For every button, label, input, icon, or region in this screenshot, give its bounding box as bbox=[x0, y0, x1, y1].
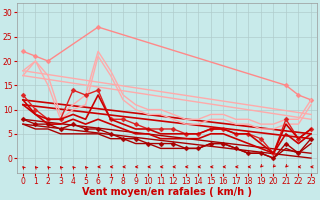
X-axis label: Vent moyen/en rafales ( km/h ): Vent moyen/en rafales ( km/h ) bbox=[82, 187, 252, 197]
